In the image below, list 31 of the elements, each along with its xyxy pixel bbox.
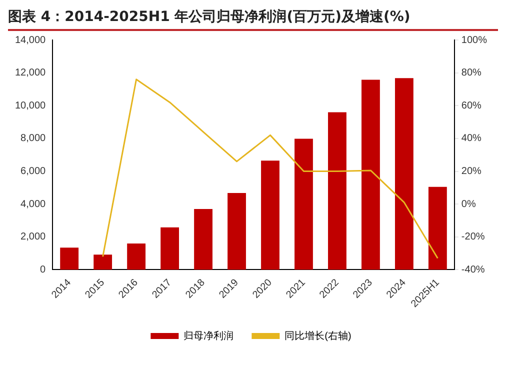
legend-label: 归母净利润	[184, 330, 234, 342]
y-tick-label: 10,000	[14, 100, 46, 112]
y-tick-label: 14,000	[14, 34, 46, 46]
y-tick-label: 12,000	[14, 68, 46, 79]
y2-tick-label: 0%	[461, 198, 476, 210]
chart-title: 图表 4：2014-2025H1 年公司归母净利润(百万元)及增速(%)	[8, 8, 498, 31]
bar	[127, 243, 146, 270]
bar	[261, 160, 280, 270]
y2-tick-label: -40%	[461, 264, 485, 276]
y2-tick-label: 100%	[461, 34, 488, 46]
bar	[94, 254, 112, 270]
bar	[160, 227, 179, 270]
y-tick-label: 6,000	[20, 166, 46, 178]
y-tick-label: 2,000	[20, 232, 46, 243]
y-tick-label: 0	[40, 264, 46, 276]
bar	[194, 209, 212, 270]
y2-tick-label: 60%	[461, 100, 482, 112]
bar	[428, 186, 447, 270]
y2-tick-label: -20%	[461, 232, 485, 243]
y-tick-label: 4,000	[20, 198, 46, 210]
y2-tick-label: 80%	[461, 68, 482, 79]
y2-tick-label: 40%	[461, 133, 482, 144]
bar	[328, 112, 346, 270]
bar	[362, 80, 380, 270]
bar	[394, 78, 414, 270]
legend-label: 同比增长(右轴)	[284, 330, 352, 342]
bar	[60, 248, 79, 270]
bar	[294, 138, 313, 270]
y-tick-label: 8,000	[20, 133, 46, 144]
bar	[228, 192, 246, 270]
y2-tick-label: 20%	[461, 166, 482, 178]
